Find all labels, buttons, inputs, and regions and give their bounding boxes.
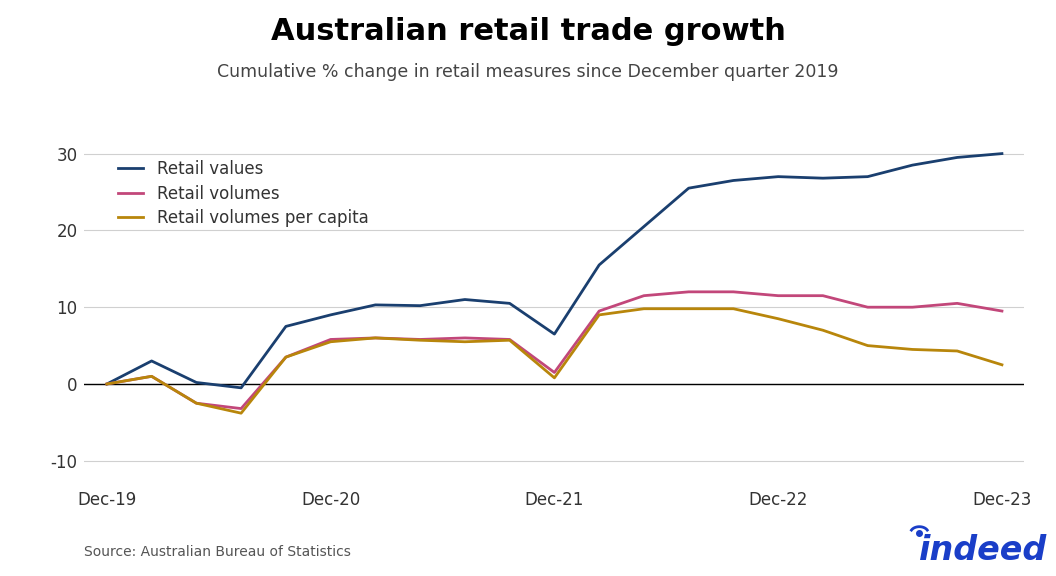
Text: indeed: indeed	[919, 535, 1046, 567]
Text: Source: Australian Bureau of Statistics: Source: Australian Bureau of Statistics	[84, 545, 352, 559]
Legend: Retail values, Retail volumes, Retail volumes per capita: Retail values, Retail volumes, Retail vo…	[112, 153, 375, 234]
Text: Cumulative % change in retail measures since December quarter 2019: Cumulative % change in retail measures s…	[218, 63, 838, 81]
Text: Australian retail trade growth: Australian retail trade growth	[270, 17, 786, 46]
